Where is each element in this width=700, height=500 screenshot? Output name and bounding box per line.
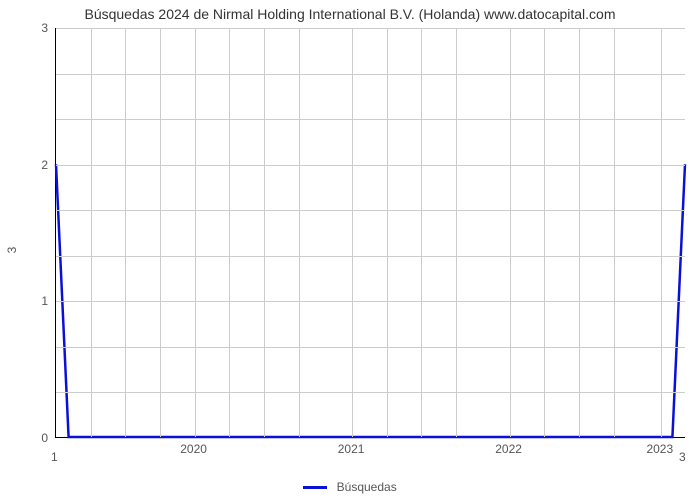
gridline-h-minor: [56, 256, 685, 257]
y-axis-label: 3: [5, 247, 19, 254]
gridline-v-minor: [614, 28, 615, 437]
legend-label: Búsquedas: [337, 480, 397, 494]
x-end-label: 1: [51, 450, 58, 464]
gridline-v-minor: [160, 28, 161, 437]
gridline-v-minor: [387, 28, 388, 437]
gridline-h-minor: [56, 119, 685, 120]
gridline-v-minor: [91, 28, 92, 437]
y-tick-label: 0: [8, 431, 48, 445]
gridline-v-minor: [299, 28, 300, 437]
line-series: [56, 28, 685, 437]
gridline-h: [56, 165, 685, 166]
y-tick-label: 3: [8, 21, 48, 35]
x-tick-label: 2020: [180, 442, 207, 456]
gridline-v-minor: [579, 28, 580, 437]
gridline-v: [352, 28, 353, 437]
gridline-h-minor: [56, 210, 685, 211]
plot-area: [55, 28, 685, 438]
x-end-label: 3: [679, 450, 686, 464]
gridline-h-minor: [56, 392, 685, 393]
y-tick-label: 2: [8, 158, 48, 172]
y-tick-label: 1: [8, 294, 48, 308]
gridline-v: [510, 28, 511, 437]
gridline-v-minor: [125, 28, 126, 437]
chart-container: Búsquedas 2024 de Nirmal Holding Interna…: [0, 0, 700, 500]
gridline-v-minor: [544, 28, 545, 437]
gridline-v: [661, 28, 662, 437]
gridline-h: [56, 301, 685, 302]
gridline-h-minor: [56, 74, 685, 75]
legend-swatch: [303, 486, 327, 489]
x-tick-label: 2021: [338, 442, 365, 456]
x-tick-label: 2022: [495, 442, 522, 456]
gridline-h: [56, 28, 685, 29]
legend: Búsquedas: [0, 480, 700, 494]
gridline-v-minor: [264, 28, 265, 437]
x-tick-label: 2023: [646, 442, 673, 456]
gridline-v-minor: [421, 28, 422, 437]
gridline-v-minor: [229, 28, 230, 437]
gridline-v-minor: [456, 28, 457, 437]
gridline-h-minor: [56, 347, 685, 348]
gridline-v: [195, 28, 196, 437]
chart-title: Búsquedas 2024 de Nirmal Holding Interna…: [0, 6, 700, 22]
